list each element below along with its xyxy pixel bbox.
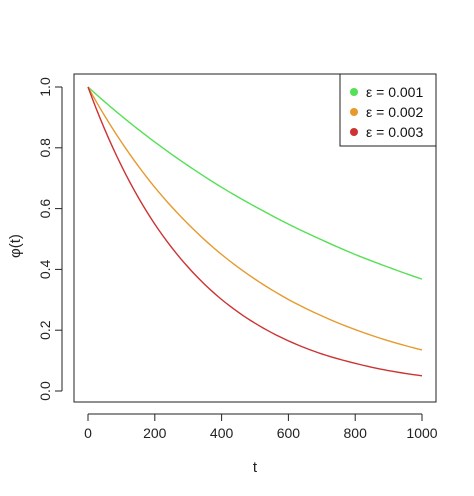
y-tick-label: 0.0 [37, 381, 53, 401]
legend-label-1: ε = 0.001 [366, 84, 423, 100]
y-tick-label: 0.2 [37, 320, 53, 340]
legend-swatch-2 [350, 108, 358, 116]
series-line-1 [87, 86, 423, 280]
legend-swatch-1 [350, 88, 358, 96]
y-axis-title: φ(t) [7, 234, 24, 258]
x-tick-label: 800 [344, 425, 368, 441]
y-axis-ticks: 0.0 0.2 0.4 0.6 0.8 1.0 [37, 77, 62, 401]
legend-label-3: ε = 0.003 [366, 124, 423, 140]
x-tick-label: 1000 [406, 425, 437, 441]
y-tick-label: 1.0 [37, 77, 53, 97]
x-axis-ticks: 0 200 400 600 800 1000 [84, 414, 438, 441]
x-axis-title: t [253, 459, 258, 476]
legend-label-2: ε = 0.002 [366, 104, 423, 120]
y-tick-label: 0.8 [37, 138, 53, 158]
y-tick-label: 0.4 [37, 259, 53, 279]
x-tick-label: 600 [277, 425, 301, 441]
x-tick-label: 200 [143, 425, 167, 441]
y-tick-label: 0.6 [37, 199, 53, 219]
series-line-3 [87, 86, 423, 377]
legend-swatch-3 [350, 128, 358, 136]
x-tick-label: 400 [210, 425, 234, 441]
x-tick-label: 0 [84, 425, 92, 441]
plot-area [73, 73, 437, 403]
series-layer [87, 86, 423, 377]
series-line-2 [87, 86, 423, 351]
legend: ε = 0.001 ε = 0.002 ε = 0.003 [339, 73, 437, 147]
